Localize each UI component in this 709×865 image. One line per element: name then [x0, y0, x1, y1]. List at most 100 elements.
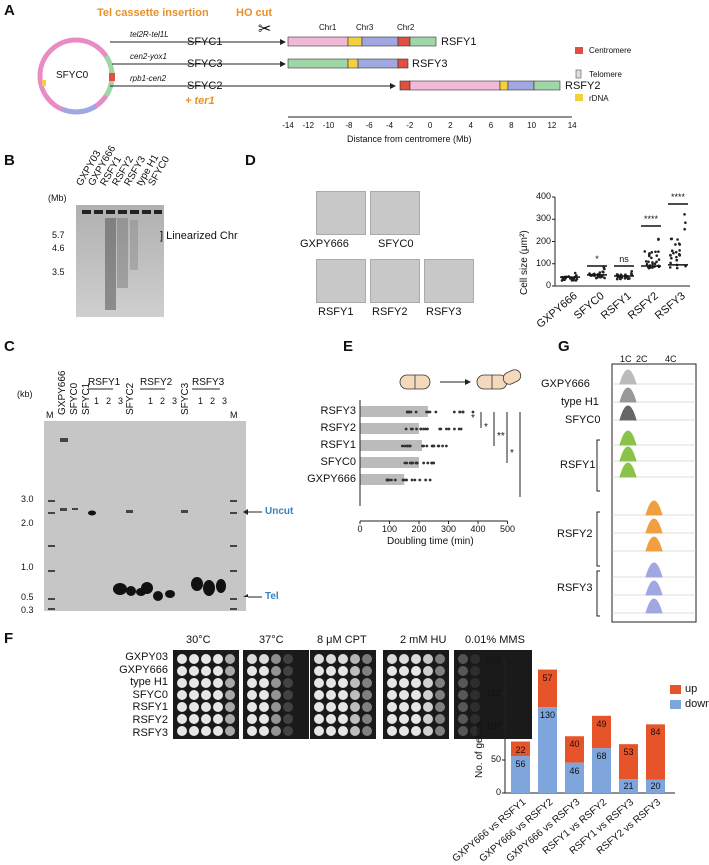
- e-sig-1: *: [484, 422, 488, 433]
- spot-2-0-1: [326, 654, 336, 664]
- spot-0-0-4: [225, 654, 235, 664]
- g-brace-rsfy2: [596, 511, 600, 567]
- spot-2-4-2: [338, 702, 348, 712]
- d-point-4-9: [672, 251, 675, 255]
- lane-c-13: 2: [210, 396, 216, 406]
- spot-4-2-1: [470, 678, 480, 688]
- lane-c-6: 3: [118, 396, 124, 406]
- d-point-3-23: [647, 253, 651, 257]
- axis-tick-a-6: -2: [406, 121, 414, 130]
- g-brace-rsfy3: [596, 570, 600, 617]
- g-peak-10: [645, 580, 663, 596]
- g-peak-0: [619, 369, 637, 385]
- spot-2-6-1: [326, 726, 336, 736]
- h-ytick-label-2: 100: [485, 721, 501, 731]
- spot-2-5-0: [314, 714, 324, 724]
- spot-1-3-3: [283, 690, 293, 700]
- panel-label-b: B: [4, 152, 15, 169]
- spot-4-1-0: [458, 666, 468, 676]
- spot-2-4-1: [326, 702, 336, 712]
- spot-2-6-2: [338, 726, 348, 736]
- d-point-4-1: [669, 261, 672, 265]
- ter1-label: + ter1: [185, 95, 215, 107]
- strain-sfyc2: SFYC2: [187, 80, 223, 92]
- e-point-0-3: [434, 410, 438, 414]
- spot-3-1-3: [423, 666, 433, 676]
- result-rsfy1: RSFY1: [441, 36, 477, 48]
- d-point-1-17: [603, 267, 606, 271]
- e-point-4-11: [410, 478, 414, 482]
- e-xtick-label-3: 300: [440, 524, 457, 534]
- spot-2-0-4: [362, 654, 372, 664]
- southern-blot: [44, 421, 246, 611]
- f-strain-6: RSFY3: [132, 726, 168, 739]
- e-xtick-label-5: 500: [499, 524, 516, 534]
- e-point-1-13: [411, 427, 414, 431]
- spot-3-6-4: [435, 726, 445, 736]
- chr3-label: Chr3: [356, 23, 374, 32]
- legend-up: up: [685, 683, 698, 695]
- d-point-3-21: [655, 254, 659, 257]
- g-label-rsfy3: RSFY3: [557, 582, 593, 594]
- d-point-4-20: [677, 242, 681, 245]
- spot-2-3-0: [314, 690, 324, 700]
- d-point-4-8: [675, 266, 679, 270]
- e-point-2-1: [444, 444, 448, 448]
- d-point-4-23: [669, 254, 672, 257]
- spot-2-1-3: [350, 666, 360, 676]
- d-point-4-27: [678, 249, 681, 252]
- e-point-1-11: [445, 427, 448, 431]
- d-point-0-13: [574, 279, 578, 282]
- spot-0-3-3: [213, 690, 223, 700]
- d-point-4-19: [683, 213, 686, 216]
- gel-unit-b: (Mb): [48, 193, 67, 203]
- spot-4-3-0: [458, 690, 468, 700]
- f-strain-4: RSFY1: [132, 701, 168, 714]
- d-point-3-19: [654, 250, 657, 254]
- cond-30c: 30°C: [186, 634, 211, 646]
- axis-tick-a-1: -12: [302, 121, 315, 130]
- e-point-1-1: [453, 427, 456, 431]
- lane-c-10: 3: [172, 396, 178, 406]
- lane-c-5: 2: [106, 396, 112, 406]
- d-point-4-24: [674, 243, 677, 246]
- spot-0-3-4: [225, 690, 235, 700]
- axis-tick-a-5: -4: [385, 121, 394, 130]
- h-bar-up-1: [538, 669, 557, 708]
- e-point-1-10: [424, 427, 427, 431]
- spot-0-3-1: [189, 690, 199, 700]
- spot-3-2-2: [411, 678, 421, 688]
- budding-cartoon: [399, 369, 522, 390]
- g-peak-2: [619, 405, 637, 421]
- h-label-down-3: 68: [596, 751, 607, 762]
- g-peak-1: [619, 387, 637, 403]
- micrograph-rsfy1: [316, 259, 366, 303]
- e-point-0-8: [452, 410, 456, 414]
- spot-1-6-0: [247, 726, 257, 736]
- spot-0-2-2: [201, 678, 211, 688]
- spot-1-4-2: [271, 702, 281, 712]
- axis-tick-a-11: 8: [509, 121, 514, 130]
- e-point-4-9: [402, 478, 406, 482]
- e-bar-0: [360, 406, 428, 417]
- e-xtick-label-4: 400: [470, 524, 486, 534]
- h-label-up-2: 40: [569, 739, 580, 750]
- spot-3-5-1: [399, 714, 409, 724]
- spot-0-6-3: [213, 726, 223, 736]
- d-ytick-label-1: 100: [535, 257, 551, 268]
- e-point-2-15: [431, 444, 435, 448]
- group-rsfy1: RSFY1: [88, 377, 121, 388]
- d-point-4-12: [675, 255, 678, 259]
- strain-sfyc3: SFYC3: [187, 58, 223, 70]
- d-point-2-13: [630, 269, 634, 273]
- d-point-3-14: [647, 266, 651, 270]
- d-point-2-12: [623, 277, 627, 280]
- e-point-1-4: [415, 427, 418, 431]
- spot-plate-4: [454, 650, 532, 739]
- e-point-4-12: [390, 478, 393, 482]
- micro-label-gxpy666: GXPY666: [300, 238, 349, 250]
- legend-rdna: rDNA: [589, 94, 609, 103]
- d-point-4-14: [670, 249, 674, 253]
- e-point-1-3: [457, 427, 461, 431]
- micrograph-gxpy666: [316, 191, 366, 235]
